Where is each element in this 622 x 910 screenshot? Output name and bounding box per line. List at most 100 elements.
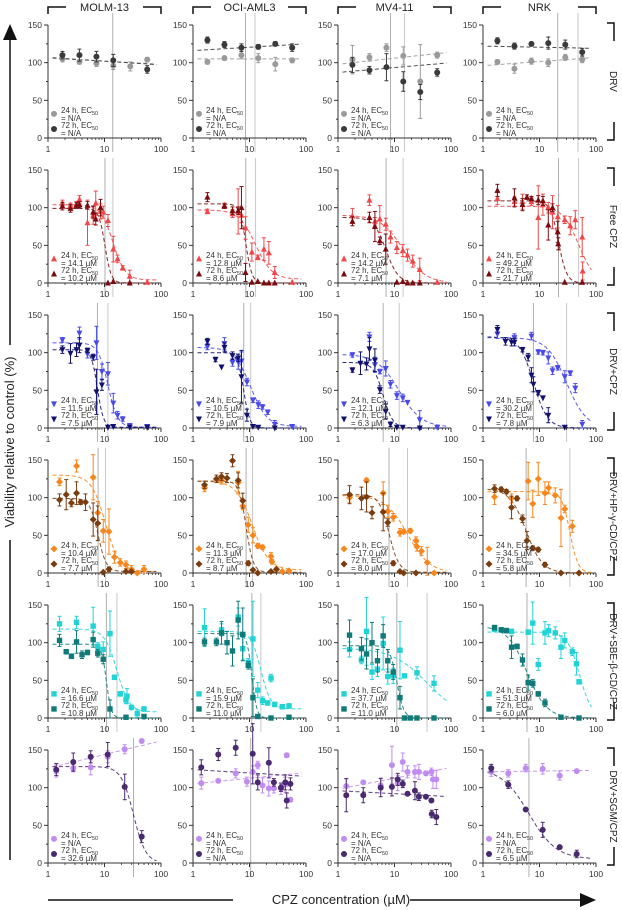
legend-ec50-value-24h: = N/A [496,839,517,848]
y-tick-label: 0 [472,133,477,143]
data-point-72h [428,797,435,804]
data-point-72h [488,765,495,772]
x-tick-label: 100 [154,724,168,734]
panel-legend: 24 h, EC 50= N/A72 h, EC 50= 32.6 µM [51,831,98,863]
fit-curve-24h [52,628,157,713]
x-tick-label: 100 [299,579,313,589]
panel-legend: 24 h, EC 50= N/A72 h, EC 50= N/A [196,106,243,138]
legend-ec50-value-72h: = 11.0 µM [206,709,242,718]
data-point-72h [366,346,373,353]
legend-subscript: 50 [382,836,388,842]
data-point-24h [289,57,296,64]
x-tick-label: 100 [154,144,168,154]
data-point-24h [567,222,574,229]
data-point-72h [250,694,256,701]
legend-ec50-value-72h: = N/A [61,129,82,138]
legend-label-72h: 72 h, EC [351,411,382,420]
x-tick-label: 10 [100,434,110,444]
legend-label-24h: 24 h, EC [61,106,92,115]
data-point-24h [271,421,278,428]
x-tick-label: 1 [336,289,341,299]
legend-marker-72h [341,850,347,857]
y-tick-label: 50 [468,385,478,395]
data-point-24h [73,619,80,626]
y-tick-label: 50 [323,675,333,685]
data-point-72h [260,279,267,286]
data-point-72h [390,669,396,675]
header-bracket-right [578,6,597,14]
y-tick-label: 150 [463,20,477,30]
data-point-72h [76,342,83,349]
data-point-72h [265,759,272,766]
data-point-24h [534,475,542,483]
data-point-24h [198,780,205,787]
x-tick-label: 10 [245,869,255,879]
fit-curve-72h [52,497,157,572]
data-point-24h [545,627,552,634]
y-tick-label: 0 [182,713,187,723]
legend-ec50-value-72h: = 8.7 µM [206,564,238,573]
data-point-72h [84,649,91,656]
x-tick-label: 1 [336,434,341,444]
fit-curve-24h [342,52,447,65]
data-point-72h [412,569,420,577]
fit-curve-24h [487,337,592,422]
legend-subscript: 50 [527,706,533,712]
data-point-24h [272,701,278,708]
data-point-24h [123,697,129,703]
data-point-72h [545,221,552,228]
data-point-24h [434,424,441,431]
data-point-72h [549,204,556,211]
legend-marker-24h [196,110,202,117]
legend-ec50-value-24h: = 16.6 µM [61,694,97,703]
row-label-text: Free CPZ [607,205,618,248]
data-point-72h [377,784,384,791]
data-point-72h [519,657,526,663]
legend-subscript: 50 [92,706,98,712]
data-point-24h [255,55,262,62]
legend-label-72h: 72 h, EC [206,556,237,565]
data-point-72h [503,627,510,634]
data-point-72h [59,347,66,354]
y-tick-label: 100 [28,638,42,648]
data-point-24h [264,409,271,416]
legend-marker-72h [196,125,202,132]
data-point-24h [242,224,249,231]
x-tick-label: 1 [481,869,486,879]
fit-curve-72h [52,57,157,66]
x-tick-label: 1 [46,434,51,444]
legend-subscript: 50 [527,416,533,422]
data-point-72h [73,639,80,645]
legend-marker-72h [340,560,348,568]
data-point-24h [412,537,420,545]
data-point-72h [90,636,96,643]
legend-subscript: 50 [237,706,243,712]
data-point-24h [545,355,552,362]
data-point-24h [400,528,408,536]
legend-label-24h: 24 h, EC [351,831,382,840]
data-point-72h [428,811,435,818]
legend-subscript: 50 [382,691,388,697]
legend-marker-72h [196,850,202,857]
data-point-24h [417,547,425,555]
y-tick-label: 50 [33,95,43,105]
x-tick-label: 1 [336,144,341,154]
y-tick-label: 0 [472,278,477,288]
data-point-72h [221,41,228,48]
y-tick-label: 0 [472,713,477,723]
data-point-72h [267,567,275,575]
legend-marker-72h [486,125,492,132]
legend-ec50-value-24h: = 15.9 µM [206,694,242,703]
x-tick-label: 10 [390,869,400,879]
legend-marker-72h [196,270,202,277]
data-point-24h [366,196,373,203]
x-tick-label: 10 [535,724,545,734]
legend-marker-24h [51,401,57,408]
data-point-24h [528,58,535,65]
data-point-24h [76,330,83,337]
legend-subscript: 50 [92,691,98,697]
